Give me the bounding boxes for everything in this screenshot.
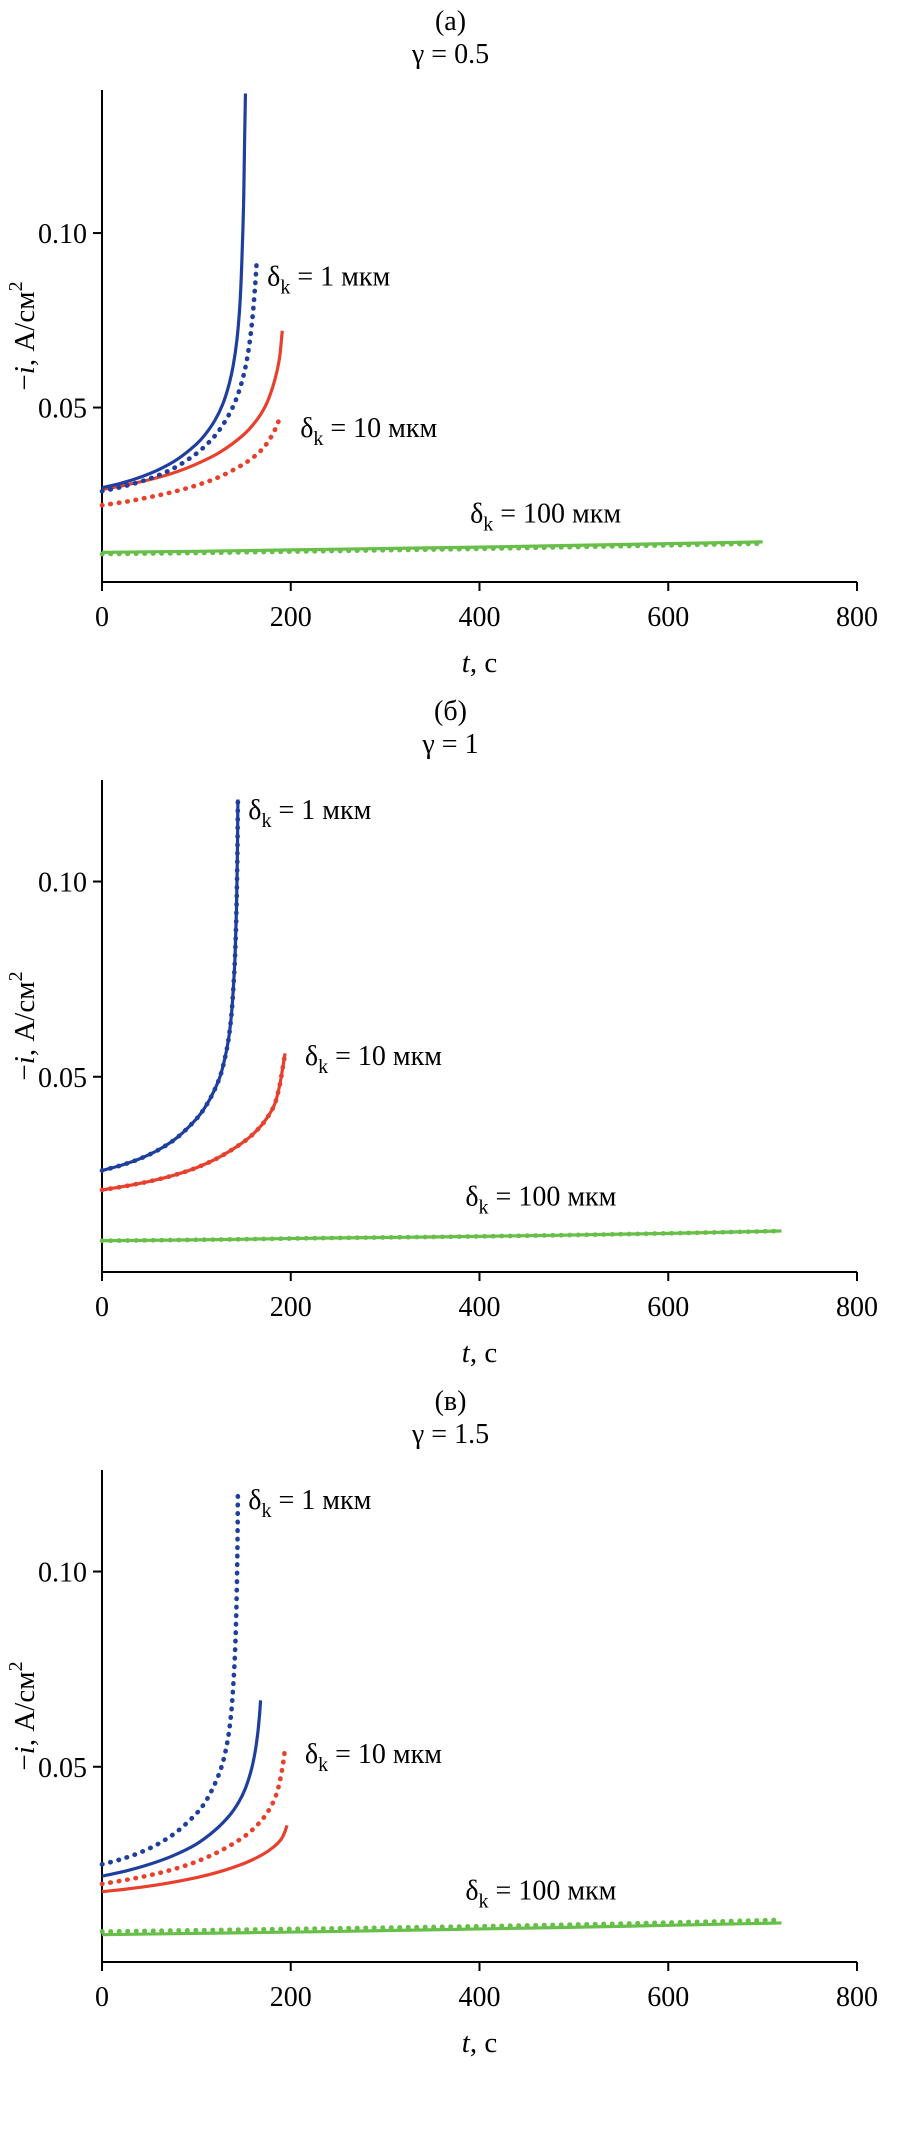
x-tick-label: 0 — [95, 1982, 109, 2013]
series-line — [99, 1051, 288, 1193]
x-tick-label: 400 — [459, 1982, 501, 2013]
x-tick-label: 0 — [95, 1292, 109, 1323]
series-line — [101, 799, 240, 1173]
series-line — [99, 1917, 784, 1934]
series-line — [99, 419, 281, 508]
x-tick-label: 0 — [95, 602, 109, 633]
y-tick-label: 0.05 — [38, 1063, 87, 1094]
curve-annotation: δk = 10 мкм — [305, 1041, 442, 1078]
curve-annotation: δk = 100 мкм — [465, 1876, 616, 1913]
x-tick-label: 400 — [459, 602, 501, 633]
x-tick-label: 200 — [270, 602, 312, 633]
series-line — [99, 1228, 784, 1244]
series-line — [99, 1744, 288, 1887]
x-tick-label: 600 — [647, 1982, 689, 2013]
series-line — [101, 1921, 782, 1937]
y-tick-label: 0.10 — [38, 219, 87, 250]
figure: (а) γ = 0.5 0 200 400 600 800 0.05 0.10 δk = 1 … — [0, 6, 901, 2072]
curve-annotation: δk = 1 мкм — [248, 795, 371, 832]
y-axis-label: −i, А/см2 — [5, 281, 41, 390]
chart-b: 0 200 400 600 800 0.05 0.10 δk = 1 мкм δk = 10 м… — [5, 780, 878, 1369]
x-axis-label: t, с — [462, 2027, 497, 2059]
y-tick-label: 0.10 — [38, 868, 87, 899]
x-tick-label: 400 — [459, 1292, 501, 1323]
series-line — [99, 1487, 241, 1867]
curve-annotation: δk = 10 мкм — [300, 413, 437, 450]
x-tick-label: 200 — [270, 1292, 312, 1323]
x-axis-label: t, с — [462, 1337, 497, 1369]
series-line — [99, 541, 765, 557]
series-line — [99, 258, 260, 494]
panel-a: (а) γ = 0.5 0 200 400 600 800 0.05 0.10 δk = 1 … — [0, 6, 901, 692]
axes — [101, 1470, 857, 1963]
x-tick-label: 800 — [836, 1982, 878, 2013]
x-tick-label: 800 — [836, 602, 878, 633]
y-tick-label: 0.10 — [38, 1558, 87, 1589]
curve-annotation: δk = 100 мкм — [470, 499, 621, 536]
series-line — [99, 797, 241, 1173]
x-axis-label: t, с — [462, 647, 497, 679]
y-axis-label: −i, А/см2 — [5, 971, 41, 1080]
y-tick-label: 0.05 — [38, 1753, 87, 1784]
x-tick-label: 600 — [647, 602, 689, 633]
x-tick-label: 200 — [270, 1982, 312, 2013]
panel-a-label: (а) — [434, 6, 467, 37]
y-tick-label: 0.05 — [38, 394, 87, 425]
panel-v: (в) γ = 1.5 0 200 400 600 800 0.05 0.10 δk = 1 … — [0, 1386, 901, 2072]
panel-b-label: (б) — [434, 696, 467, 727]
panel-a-gamma-label: γ = 0.5 — [411, 39, 490, 70]
series-line — [101, 540, 763, 554]
curve-annotation: δk = 1 мкм — [248, 1485, 371, 1522]
curve-annotation: δk = 1 мкм — [267, 261, 390, 298]
x-tick-label: 600 — [647, 1292, 689, 1323]
figure-page: { "chart_data": [ { "type": "line", "pan… — [0, 6, 901, 2072]
curve-annotation: δk = 100 мкм — [465, 1182, 616, 1219]
chart-v: 0 200 400 600 800 0.05 0.10 δk = 1 мкм δk = 10 м… — [5, 1470, 878, 2059]
panel-b: (б) γ = 1 0 200 400 600 800 0.05 0.10 δk = 1 мк… — [0, 696, 901, 1382]
panel-b-gamma-label: γ = 1 — [422, 729, 479, 760]
series-line — [101, 1700, 263, 1878]
series-line — [101, 93, 248, 490]
curve-annotation: δk = 10 мкм — [305, 1739, 442, 1776]
series-line — [101, 1824, 289, 1894]
x-tick-label: 800 — [836, 1292, 878, 1323]
chart-a: 0 200 400 600 800 0.05 0.10 δk = 1 мкм δk = 10 м… — [5, 90, 878, 679]
panel-v-gamma-label: γ = 1.5 — [411, 1419, 490, 1450]
panel-v-label: (в) — [434, 1386, 467, 1417]
y-axis-label: −i, А/см2 — [5, 1661, 41, 1770]
series-line — [101, 330, 284, 492]
